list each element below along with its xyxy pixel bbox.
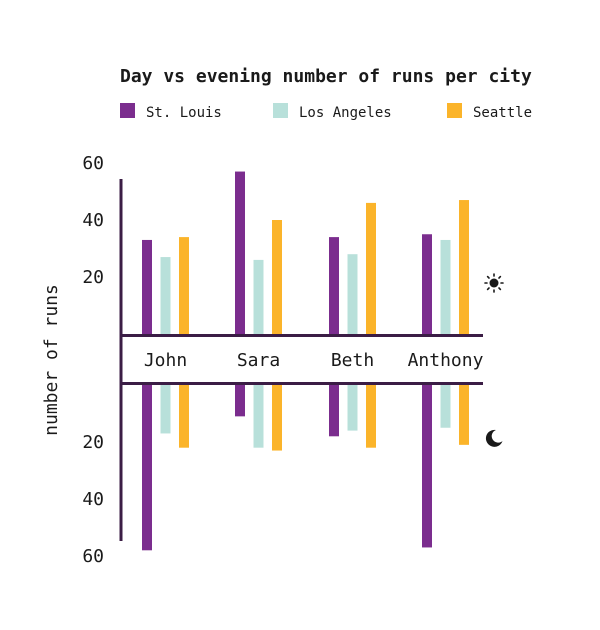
evening-bar-anthony-st-louis xyxy=(422,385,432,548)
evening-bar-beth-st-louis xyxy=(329,385,339,437)
day-tick-label-20: 20 xyxy=(82,267,104,288)
legend-swatch-st-louis xyxy=(120,103,135,118)
day-bar-sara-seattle xyxy=(272,220,282,334)
moon-icon xyxy=(485,429,503,447)
evening-tick-label-40: 40 xyxy=(82,489,104,510)
evening-bar-sara-seattle xyxy=(272,385,282,451)
sun-icon xyxy=(484,273,504,293)
day-bar-beth-los-angeles xyxy=(347,254,358,334)
legend-swatch-seattle xyxy=(447,103,462,118)
evening-bar-sara-los-angeles xyxy=(253,385,264,448)
evening-bar-sara-st-louis xyxy=(235,385,245,417)
chart-title: Day vs evening number of runs per city xyxy=(120,66,532,87)
category-label-anthony: Anthony xyxy=(408,350,484,371)
day-bar-john-los-angeles xyxy=(160,257,171,334)
category-label-sara: Sara xyxy=(237,350,280,371)
legend-label-los-angeles: Los Angeles xyxy=(299,105,392,121)
evening-bar-john-los-angeles xyxy=(160,385,171,434)
evening-bar-beth-seattle xyxy=(366,385,376,448)
legend: St. Louis Los Angeles Seattle xyxy=(120,103,532,121)
day-tick-label-60: 60 xyxy=(82,153,104,174)
legend-label-seattle: Seattle xyxy=(473,105,532,121)
day-bar-sara-los-angeles xyxy=(253,259,264,334)
evening-bar-beth-los-angeles xyxy=(347,385,358,431)
bars-group xyxy=(142,171,469,551)
category-label-beth: Beth xyxy=(331,350,374,371)
evening-bar-john-st-louis xyxy=(142,385,152,551)
day-bar-beth-seattle xyxy=(366,202,376,334)
day-bar-anthony-st-louis xyxy=(422,234,432,334)
day-bar-john-st-louis xyxy=(142,239,152,334)
legend-label-st-louis: St. Louis xyxy=(146,105,222,121)
evening-bar-anthony-seattle xyxy=(459,385,469,445)
y-axis-label: number of runs xyxy=(41,284,62,436)
y-ticks-group: 20 20 40 40 60 60 xyxy=(82,153,104,567)
evening-tick-label-60: 60 xyxy=(82,546,104,567)
evening-bar-john-seattle xyxy=(179,385,189,448)
day-bar-anthony-seattle xyxy=(459,200,469,334)
day-bar-john-seattle xyxy=(179,237,189,334)
day-bar-beth-st-louis xyxy=(329,237,339,334)
evening-bar-anthony-los-angeles xyxy=(440,385,451,428)
legend-swatch-los-angeles xyxy=(273,103,288,118)
day-bar-sara-st-louis xyxy=(235,171,245,334)
day-bar-anthony-los-angeles xyxy=(440,239,451,334)
day-tick-label-40: 40 xyxy=(82,210,104,231)
category-label-john: John xyxy=(144,350,187,371)
evening-tick-label-20: 20 xyxy=(82,432,104,453)
category-labels-group: John Sara Beth Anthony xyxy=(144,350,484,371)
